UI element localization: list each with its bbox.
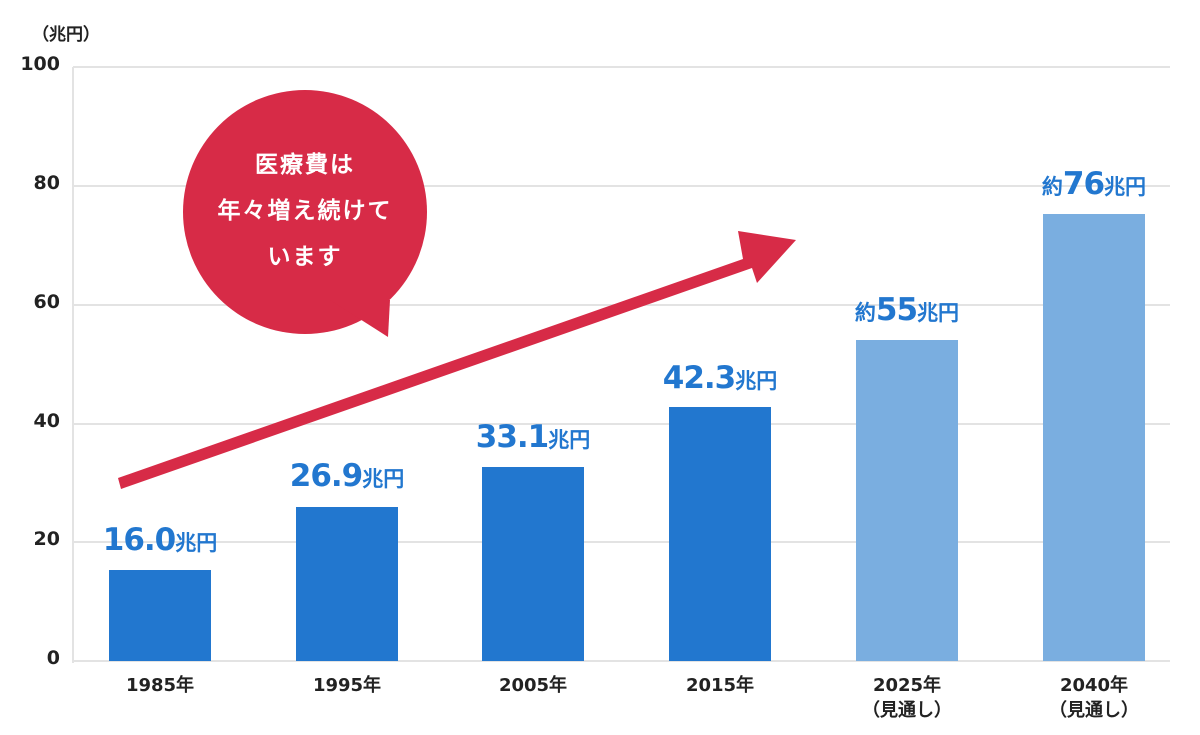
data-label-1985: 16.0兆円: [102, 522, 218, 558]
data-label-2040: 約76兆円: [1041, 166, 1147, 202]
y-tick-40: 40: [33, 410, 60, 432]
bar-2015: [669, 407, 771, 661]
bar-1995: [296, 507, 398, 661]
y-axis-unit-label: （兆円）: [32, 25, 100, 45]
y-tick-0: 0: [46, 647, 60, 669]
x-tick-2040: 2040年 （見通し）: [1049, 675, 1139, 721]
data-label-2005: 33.1兆円: [475, 419, 591, 455]
gridline-0: [73, 660, 1170, 662]
gridline-100: [73, 66, 1170, 68]
y-tick-20: 20: [33, 528, 60, 550]
gridline-40: [73, 423, 1170, 425]
bar-1985: [109, 570, 211, 661]
y-tick-60: 60: [33, 291, 60, 313]
y-tick-80: 80: [33, 172, 60, 194]
y-tick-100: 100: [20, 53, 60, 75]
speech-bubble-text: 医療費は 年々増え続けて います: [217, 152, 393, 270]
gridline-80: [73, 185, 1170, 187]
data-label-2015: 42.3兆円: [662, 360, 778, 396]
x-tick-2025: 2025年 （見通し）: [862, 675, 952, 721]
x-tick-1995: 1995年: [312, 675, 382, 696]
data-label-2025: 約55兆円: [854, 292, 960, 328]
bar-2040: [1043, 214, 1145, 661]
bar-2005: [482, 467, 584, 661]
x-tick-2005: 2005年: [498, 675, 568, 696]
y-axis-line: [72, 67, 74, 663]
speech-bubble: [183, 90, 427, 337]
gridline-20: [73, 541, 1170, 543]
bar-2025: [856, 340, 958, 661]
data-label-1995: 26.9兆円: [289, 458, 405, 494]
trend-arrow-icon: [118, 231, 796, 489]
x-tick-1985: 1985年: [125, 675, 195, 696]
x-tick-2015: 2015年: [685, 675, 755, 696]
